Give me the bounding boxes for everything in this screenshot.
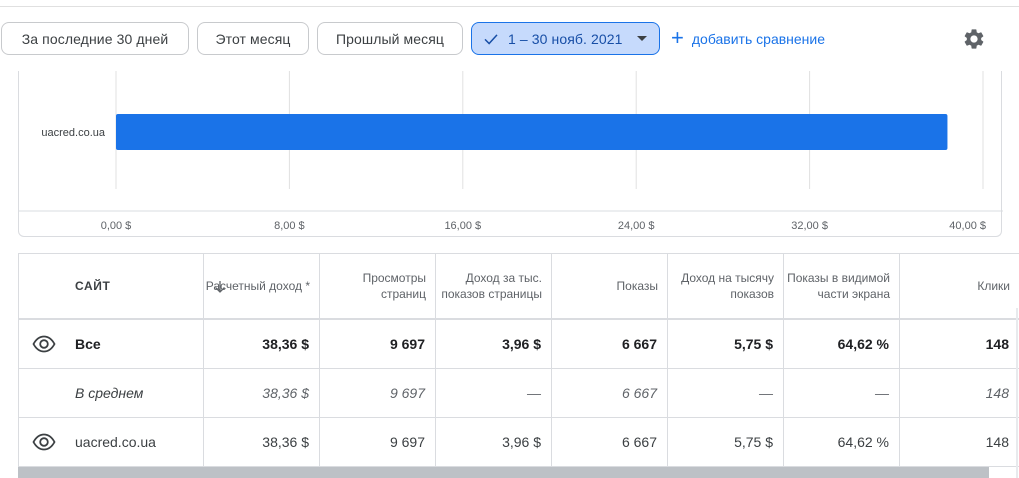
table-row-total: Все 38,36 $ 9 697 3,96 $ 6 667 5,75 $ 64… — [19, 320, 1019, 369]
table-header: САЙТ Расчетный доход * Просмотры страниц… — [19, 254, 1019, 320]
header-impressions[interactable]: Показы — [551, 254, 667, 318]
cell-viewability: 64,62 % — [783, 320, 899, 368]
cell-earnings: 38,36 $ — [203, 418, 319, 466]
add-comparison-button[interactable]: + добавить сравнение — [671, 22, 825, 55]
header-clicks[interactable]: Клики — [899, 254, 1019, 318]
top-divider — [0, 6, 1019, 7]
cell-clicks: 148 — [899, 418, 1019, 466]
header-page-rpm[interactable]: Доход за тыс. показов страницы — [435, 254, 551, 318]
eye-icon[interactable] — [32, 433, 56, 451]
x-tick-label: 16,00 $ — [444, 220, 481, 232]
header-viewability[interactable]: Показы в видимой части экрана — [783, 254, 899, 318]
cell-page-views: 9 697 — [319, 418, 435, 466]
date-filter-bar: За последние 30 дней Этот месяц Прошлый … — [0, 22, 1019, 56]
cell-viewability: — — [783, 369, 899, 417]
caret-down-icon — [636, 36, 647, 41]
cell-clicks: 148 — [899, 320, 1019, 368]
add-comparison-label: добавить сравнение — [691, 30, 826, 47]
header-page-views[interactable]: Просмотры страниц — [319, 254, 435, 318]
earnings-bar-chart: uacred.co.ua 0,00 $ 8,00 $ 16,00 $ 24,00 $ 32… — [19, 71, 1003, 232]
header-estimated-earnings-label: Расчетный доход * — [205, 279, 310, 293]
cell-clicks: 148 — [899, 369, 1019, 417]
chart-panel: uacred.co.ua 0,00 $ 8,00 $ 16,00 $ 24,00 $ 32… — [18, 71, 1003, 237]
cell-impressions: 6 667 — [551, 320, 667, 368]
check-icon — [484, 33, 498, 45]
row-label: Все — [75, 336, 101, 352]
cell-impressions: 6 667 — [551, 418, 667, 466]
cell-viewability: 64,62 % — [783, 418, 899, 466]
last-month-chip[interactable]: Прошлый месяц — [317, 22, 463, 55]
cell-page-views: 9 697 — [319, 369, 435, 417]
vertical-scroll-track — [1016, 308, 1018, 478]
category-label: uacred.co.ua — [41, 127, 105, 139]
cell-earnings: 38,36 $ — [203, 320, 319, 368]
table-row-average: В среднем 38,36 $ 9 697 — 6 667 — — 148 — [19, 369, 1019, 418]
table-row-site: uacred.co.ua 38,36 $ 9 697 3,96 $ 6 667 … — [19, 418, 1019, 467]
row-label: uacred.co.ua — [75, 434, 156, 450]
cell-page-rpm: 3,96 $ — [435, 418, 551, 466]
plus-icon: + — [671, 24, 684, 50]
x-tick-label: 8,00 $ — [274, 220, 305, 232]
selected-date-range-chip[interactable]: 1 – 30 нояб. 2021 — [471, 22, 660, 55]
cell-earnings: 38,36 $ — [203, 369, 319, 417]
report-table: САЙТ Расчетный доход * Просмотры страниц… — [18, 253, 1019, 478]
x-tick-label: 24,00 $ — [618, 220, 655, 232]
header-site[interactable]: САЙТ — [75, 279, 111, 293]
cell-impressions: 6 667 — [551, 369, 667, 417]
horizontal-scrollbar[interactable] — [18, 467, 989, 478]
x-tick-label: 40,00 $ — [949, 220, 986, 232]
cell-page-rpm: 3,96 $ — [435, 320, 551, 368]
header-estimated-earnings[interactable]: Расчетный доход * — [203, 254, 319, 318]
x-tick-label: 0,00 $ — [101, 220, 132, 232]
selected-date-range-label: 1 – 30 нояб. 2021 — [508, 30, 623, 47]
cell-impression-rpm: 5,75 $ — [667, 320, 783, 368]
this-month-chip[interactable]: Этот месяц — [197, 22, 309, 55]
cell-page-rpm: — — [435, 369, 551, 417]
cell-impression-rpm: — — [667, 369, 783, 417]
eye-icon[interactable] — [32, 335, 56, 353]
header-impression-rpm[interactable]: Доход на тысячу показов — [667, 254, 783, 318]
x-tick-label: 32,00 $ — [791, 220, 828, 232]
last-30-days-chip[interactable]: За последние 30 дней — [1, 22, 189, 55]
arrow-down-icon — [215, 281, 225, 293]
gear-icon[interactable] — [962, 27, 986, 51]
row-label: В среднем — [75, 385, 144, 401]
bar-uacred.co.ua[interactable] — [116, 114, 948, 150]
cell-page-views: 9 697 — [319, 320, 435, 368]
cell-impression-rpm: 5,75 $ — [667, 418, 783, 466]
